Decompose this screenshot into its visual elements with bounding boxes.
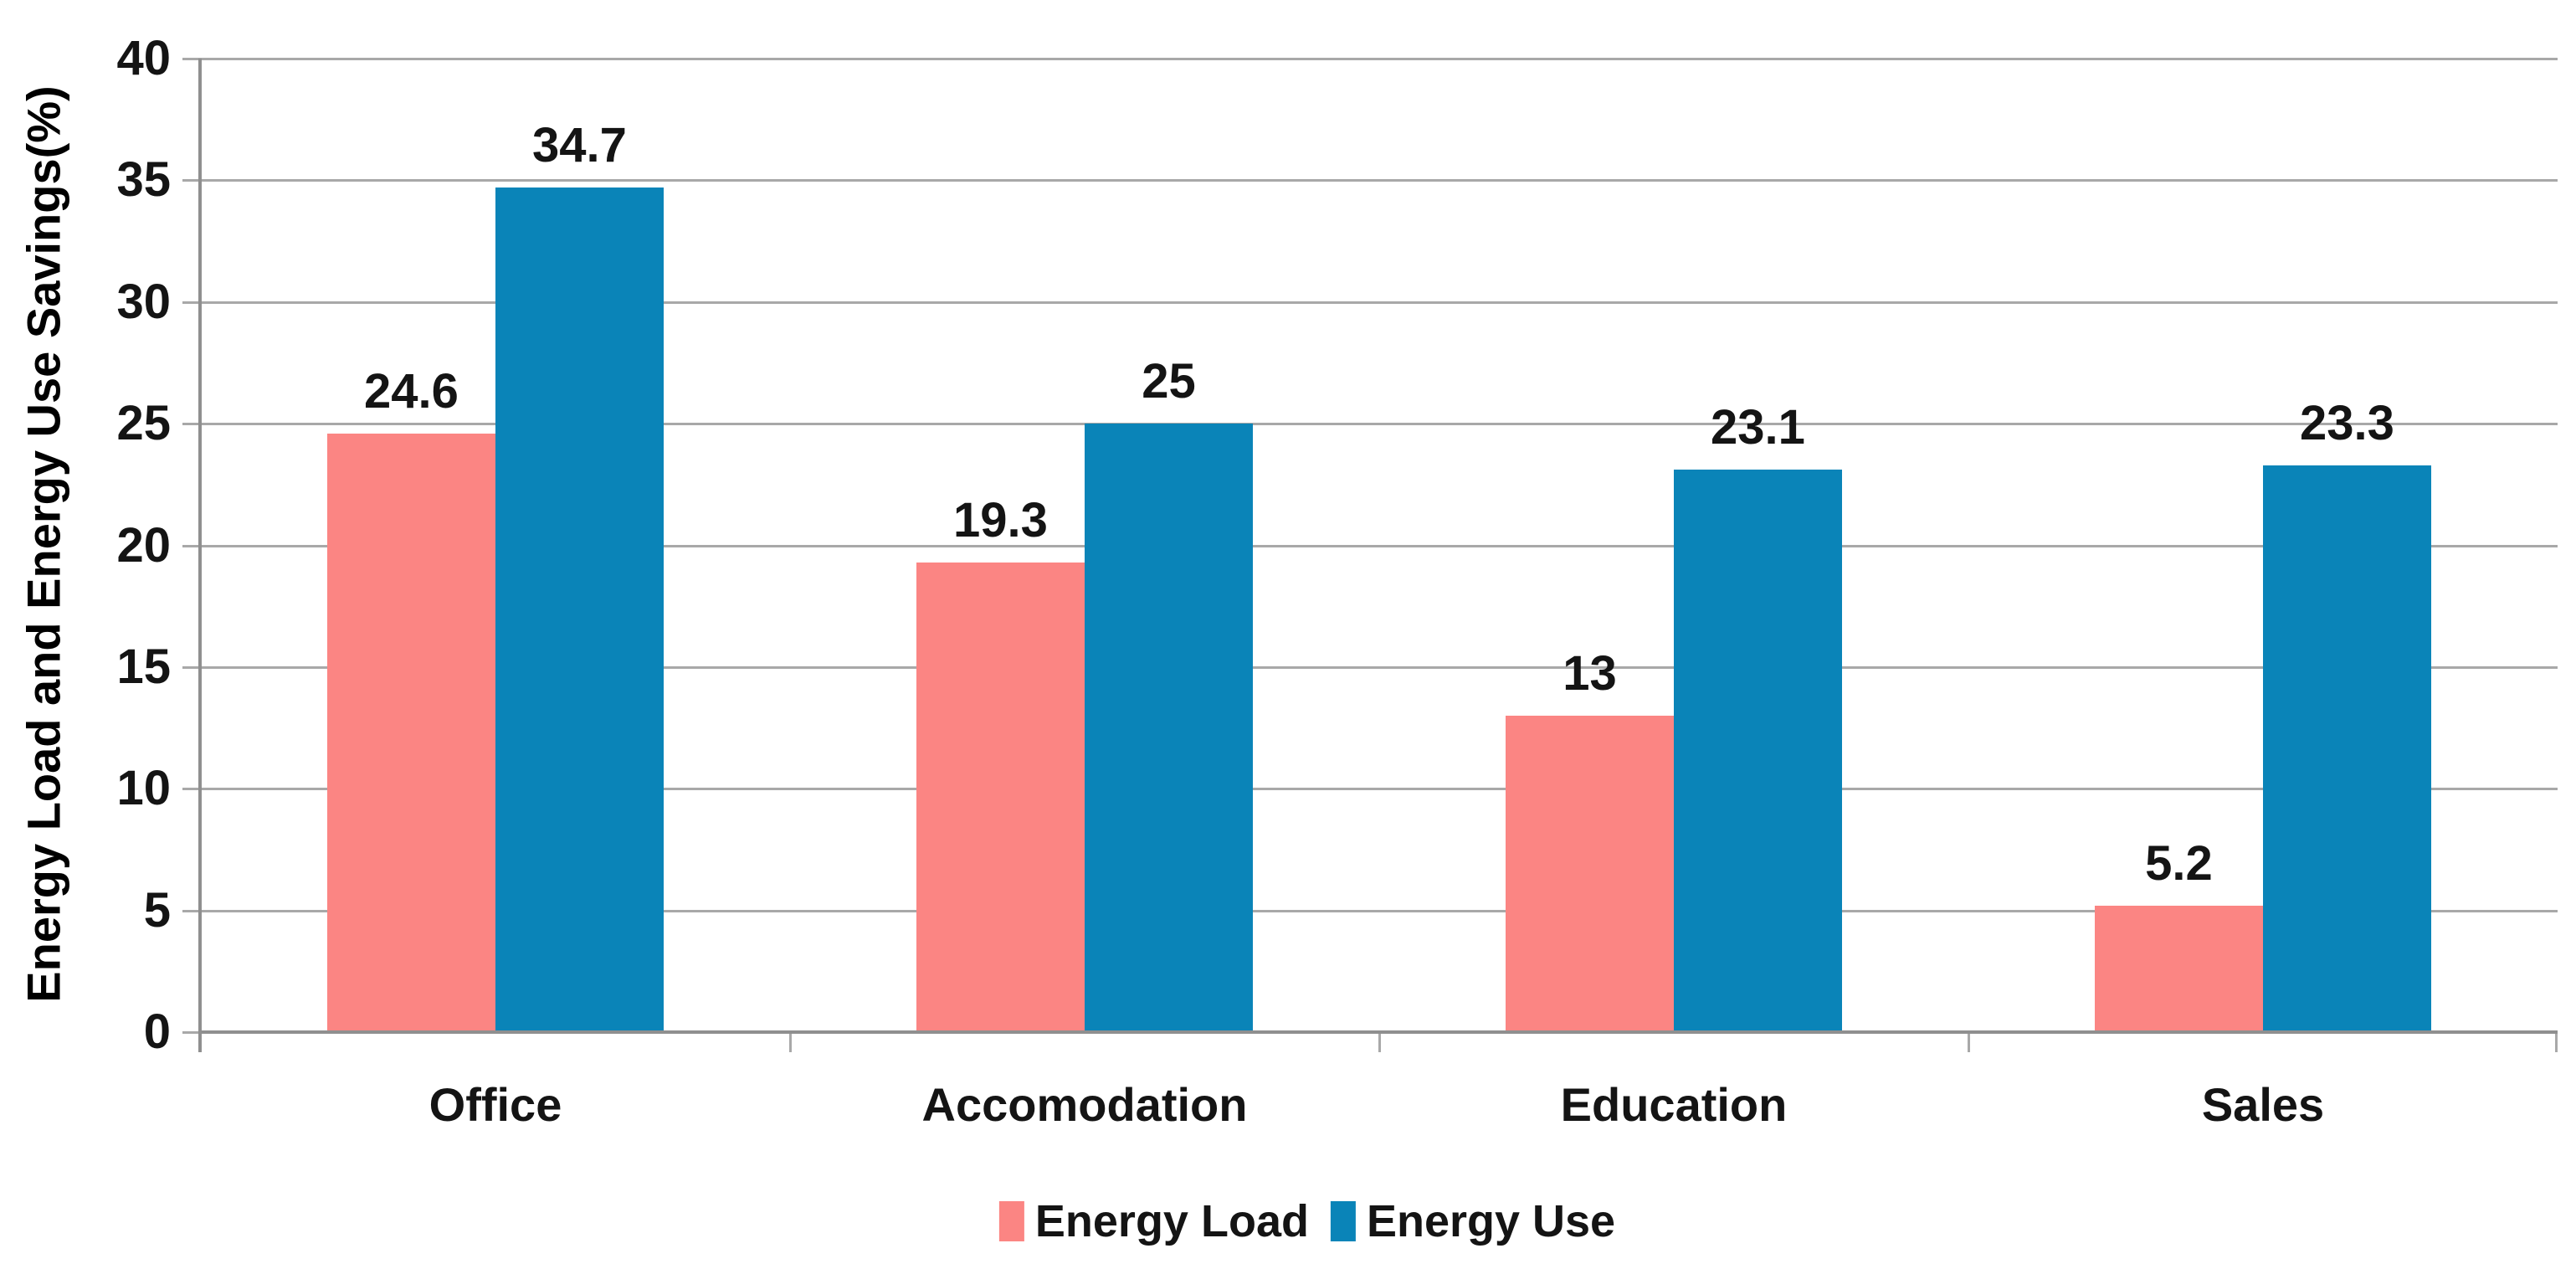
gridline xyxy=(201,666,2558,669)
bar-energy-use xyxy=(1674,470,1842,1032)
x-axis-tick xyxy=(789,1032,792,1052)
bar-value-label: 34.7 xyxy=(532,118,627,172)
gridline xyxy=(201,545,2558,547)
legend-label: Energy Use xyxy=(1366,1196,1616,1246)
x-category-label: Sales xyxy=(2201,1078,2325,1131)
y-tick-label: 40 xyxy=(116,31,171,85)
legend-swatch xyxy=(1330,1201,1356,1241)
x-axis-line xyxy=(198,1030,2558,1034)
y-tick-label: 15 xyxy=(116,640,171,694)
bar-energy-use xyxy=(2263,465,2431,1032)
y-tick-label: 35 xyxy=(116,152,171,207)
y-tick-label: 30 xyxy=(116,275,171,329)
x-category-label: Office xyxy=(428,1078,562,1131)
y-axis-tick xyxy=(182,1031,201,1034)
x-category-label: Education xyxy=(1560,1078,1788,1131)
bar-energy-use xyxy=(1085,424,1253,1032)
x-axis-tick xyxy=(2555,1032,2558,1052)
y-axis-tick xyxy=(182,545,201,547)
x-category-label: Accomodation xyxy=(921,1078,1248,1131)
y-tick-label: 20 xyxy=(116,518,171,573)
bar-value-label: 23.1 xyxy=(1711,400,1805,455)
y-axis-tick xyxy=(182,179,201,182)
bar-value-label: 25 xyxy=(1142,354,1196,408)
y-tick-label: 5 xyxy=(143,883,171,938)
bar-value-label: 23.3 xyxy=(2300,396,2394,450)
bar-value-label: 24.6 xyxy=(364,364,459,419)
y-tick-label: 0 xyxy=(143,1004,171,1059)
legend-item: Energy Load xyxy=(998,1196,1309,1246)
bar-energy-load xyxy=(1506,716,1674,1032)
y-axis-tick xyxy=(182,910,201,912)
legend-item: Energy Use xyxy=(1330,1196,1616,1246)
gridline xyxy=(201,910,2558,912)
y-tick-label: 25 xyxy=(116,396,171,450)
bar-value-label: 13 xyxy=(1563,646,1617,701)
y-axis-tick xyxy=(182,301,201,304)
y-axis-line xyxy=(198,59,202,1052)
gridline xyxy=(201,58,2558,60)
gridline xyxy=(201,179,2558,182)
bar-energy-load xyxy=(327,434,495,1032)
bar-value-label: 19.3 xyxy=(953,493,1048,547)
gridline xyxy=(201,788,2558,790)
y-axis-tick xyxy=(182,666,201,669)
bar-energy-load xyxy=(916,563,1085,1032)
y-axis-tick xyxy=(182,58,201,60)
bar-energy-use xyxy=(495,188,664,1032)
y-axis-tick xyxy=(182,423,201,425)
gridline xyxy=(201,301,2558,304)
y-tick-label: 10 xyxy=(116,761,171,815)
x-axis-tick xyxy=(1968,1032,1970,1052)
legend-swatch xyxy=(998,1201,1024,1241)
gridline xyxy=(201,423,2558,425)
y-axis-tick xyxy=(182,788,201,790)
legend-label: Energy Load xyxy=(1034,1196,1309,1246)
bar-energy-load xyxy=(2095,906,2263,1032)
x-axis-tick xyxy=(1378,1032,1381,1052)
legend: Energy Load Energy Use xyxy=(998,1196,1616,1246)
bar-value-label: 5.2 xyxy=(2145,836,2213,891)
